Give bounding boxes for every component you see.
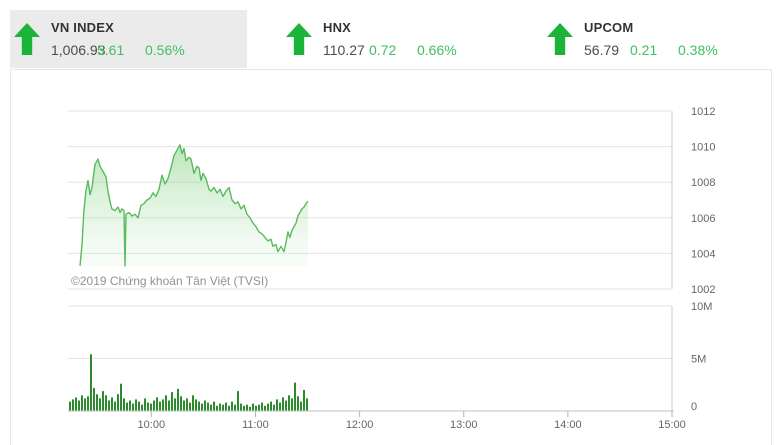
index-percent: 0.38% bbox=[678, 42, 718, 58]
index-change: 5.61 bbox=[97, 42, 125, 58]
svg-text:13:00: 13:00 bbox=[450, 419, 478, 431]
svg-text:1010: 1010 bbox=[691, 142, 715, 154]
svg-text:1004: 1004 bbox=[691, 248, 715, 260]
svg-text:10M: 10M bbox=[691, 301, 712, 313]
index-tab-vn-index[interactable]: VN INDEX 1,006.93 5.61 0.56% bbox=[10, 10, 247, 68]
annotation: ©2019 Chứng khoán Tân Việt (TVSI) bbox=[71, 274, 268, 288]
index-change: 0.21 bbox=[630, 42, 658, 58]
svg-text:1008: 1008 bbox=[691, 177, 715, 189]
up-arrow-icon bbox=[286, 22, 312, 56]
svg-text:1012: 1012 bbox=[691, 106, 715, 118]
svg-text:1002: 1002 bbox=[691, 284, 715, 296]
index-percent: 0.66% bbox=[417, 42, 457, 58]
svg-text:5M: 5M bbox=[691, 354, 706, 366]
index-tab-hnx[interactable]: HNX 110.27 0.72 0.66% bbox=[247, 10, 517, 68]
index-percent: 0.56% bbox=[145, 42, 185, 58]
index-tabs: VN INDEX 1,006.93 5.61 0.56% HNX 110.27 … bbox=[10, 10, 772, 68]
volume-grid: 10M 5M 0 bbox=[68, 301, 712, 413]
svg-text:14:00: 14:00 bbox=[554, 419, 582, 431]
svg-text:12:00: 12:00 bbox=[346, 419, 374, 431]
index-value: 110.27 bbox=[323, 42, 365, 58]
svg-text:1006: 1006 bbox=[691, 213, 715, 225]
index-tab-upcom[interactable]: UPCOM 56.79 0.21 0.38% bbox=[517, 10, 772, 68]
svg-text:15:00: 15:00 bbox=[658, 419, 686, 431]
intraday-chart-canvas: 1012 1010 1008 1006 1004 1002 ©2019 Chứng khoá… bbox=[68, 106, 715, 431]
index-name: HNX bbox=[323, 20, 352, 35]
index-name: VN INDEX bbox=[51, 20, 115, 35]
intraday-chart-panel: 1012 1010 1008 1006 1004 1002 ©2019 Chứng khoá… bbox=[10, 69, 772, 445]
svg-text:0: 0 bbox=[691, 401, 697, 413]
time-axis: 10:00 11:00 12:00 13:00 14:00 15:00 bbox=[68, 410, 686, 431]
copyright-watermark: ©2019 Chứng khoán Tân Việt (TVSI) bbox=[71, 274, 268, 288]
index-change: 0.72 bbox=[369, 42, 397, 58]
price-series bbox=[79, 144, 309, 267]
up-arrow-icon bbox=[14, 22, 40, 56]
index-value: 56.79 bbox=[584, 42, 620, 58]
svg-text:11:00: 11:00 bbox=[242, 419, 269, 431]
svg-text:10:00: 10:00 bbox=[138, 419, 166, 431]
index-name: UPCOM bbox=[584, 20, 634, 35]
volume-bars bbox=[69, 354, 308, 412]
index-value: 1,006.93 bbox=[51, 42, 106, 58]
up-arrow-icon bbox=[547, 22, 573, 56]
